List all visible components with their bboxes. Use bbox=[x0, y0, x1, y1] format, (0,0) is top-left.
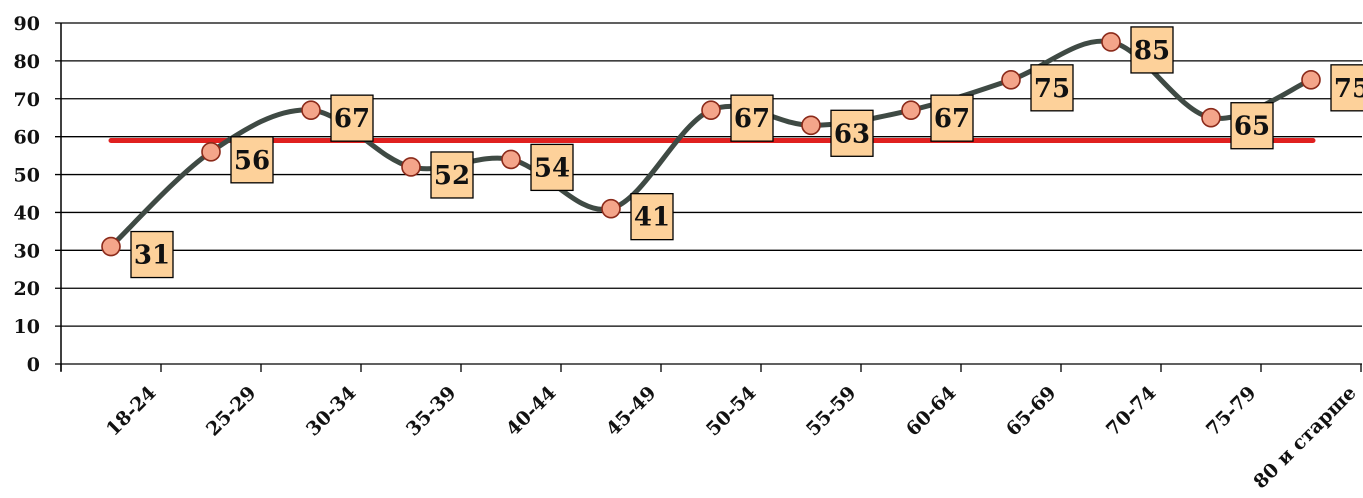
x-axis: 18-24 25-29 30-34 35-39 40-44 45-49 50-54 55-59… bbox=[60, 364, 1362, 493]
data-point bbox=[901, 100, 921, 120]
data-label: 67 bbox=[330, 94, 374, 142]
y-tick-label: 30 bbox=[14, 240, 40, 262]
data-label-text: 52 bbox=[434, 161, 470, 191]
data-label-box bbox=[830, 109, 874, 157]
y-tick-label: 20 bbox=[14, 278, 40, 300]
x-tick-label: 60-64 bbox=[902, 382, 961, 441]
y-tick-label: 10 bbox=[14, 316, 40, 338]
x-tick-label: 30-34 bbox=[302, 382, 361, 441]
data-label-text: 67 bbox=[334, 104, 370, 134]
data-point bbox=[601, 198, 621, 219]
y-tick-label: 0 bbox=[27, 354, 40, 376]
data-label-box bbox=[730, 94, 774, 142]
data-label: 41 bbox=[630, 193, 674, 241]
data-label-box bbox=[1030, 64, 1074, 112]
data-label-box bbox=[230, 136, 274, 184]
x-tick-label: 18-24 bbox=[102, 382, 161, 441]
data-label: 75 bbox=[1330, 64, 1363, 112]
y-tick-label: 40 bbox=[14, 202, 40, 224]
gridlines bbox=[55, 22, 1362, 365]
data-label-text: 75 bbox=[1034, 74, 1070, 104]
x-tick-label: 25-29 bbox=[202, 382, 261, 441]
y-tick-label: 60 bbox=[14, 127, 40, 149]
data-point bbox=[1201, 107, 1221, 128]
x-tick-label: 65-69 bbox=[1002, 382, 1061, 441]
data-point bbox=[501, 149, 521, 170]
data-point bbox=[201, 142, 221, 162]
data-label: 31 bbox=[130, 230, 174, 279]
data-point bbox=[101, 236, 121, 257]
data-point bbox=[1001, 70, 1021, 90]
x-tick-label: 50-54 bbox=[702, 382, 761, 441]
data-label-text: 67 bbox=[734, 104, 770, 134]
data-label: 56 bbox=[230, 136, 274, 184]
data-label: 63 bbox=[830, 109, 874, 157]
x-tick-label: 70-74 bbox=[1102, 382, 1161, 441]
data-label: 65 bbox=[1230, 102, 1274, 150]
data-label: 52 bbox=[430, 151, 474, 199]
data-label-box bbox=[1130, 26, 1174, 74]
data-point bbox=[801, 115, 821, 136]
data-label-box bbox=[930, 94, 974, 142]
data-label-box bbox=[630, 193, 674, 241]
data-label: 54 bbox=[530, 143, 574, 192]
data-label-box bbox=[130, 230, 174, 279]
data-label-text: 75 bbox=[1334, 74, 1363, 104]
data-label-text: 41 bbox=[634, 203, 670, 233]
x-tick-label: 40-44 bbox=[502, 382, 561, 441]
data-label-box bbox=[1330, 64, 1363, 112]
data-point bbox=[1101, 32, 1121, 52]
y-tick-label: 80 bbox=[14, 51, 40, 73]
data-point bbox=[701, 100, 721, 120]
y-axis: 0 10 20 30 40 50 60 70 80 90 bbox=[14, 13, 62, 376]
data-label: 85 bbox=[1130, 26, 1174, 74]
data-label-text: 67 bbox=[934, 104, 970, 134]
y-tick-label: 50 bbox=[14, 165, 40, 187]
x-tick-label: 45-49 bbox=[602, 382, 661, 441]
data-label: 67 bbox=[930, 94, 974, 142]
x-tick-label: 80 и старше bbox=[1249, 382, 1360, 493]
x-tick-label: 75-79 bbox=[1202, 382, 1261, 441]
data-label-box bbox=[430, 151, 474, 199]
data-label-text: 31 bbox=[134, 241, 170, 271]
data-label-text: 65 bbox=[1234, 112, 1270, 142]
data-label-box bbox=[330, 94, 374, 142]
data-label-text: 56 bbox=[234, 146, 270, 176]
data-label-text: 85 bbox=[1134, 36, 1170, 66]
data-labels: 31 56 67 52 54 41 67 63 67 75 85 65 75 bbox=[130, 26, 1363, 279]
data-point bbox=[1301, 70, 1321, 90]
y-tick-label: 90 bbox=[14, 13, 40, 35]
data-label-text: 63 bbox=[834, 119, 870, 149]
data-series bbox=[101, 32, 1321, 257]
x-tick-label: 35-39 bbox=[402, 382, 461, 441]
x-tick-label: 55-59 bbox=[802, 382, 861, 441]
data-label-box bbox=[1230, 102, 1274, 150]
y-tick-label: 70 bbox=[14, 89, 40, 111]
data-label: 67 bbox=[730, 94, 774, 142]
data-label-text: 54 bbox=[534, 153, 570, 183]
data-point bbox=[301, 100, 321, 120]
data-label: 75 bbox=[1030, 64, 1074, 112]
data-point bbox=[401, 157, 421, 177]
data-label-box bbox=[530, 143, 574, 192]
